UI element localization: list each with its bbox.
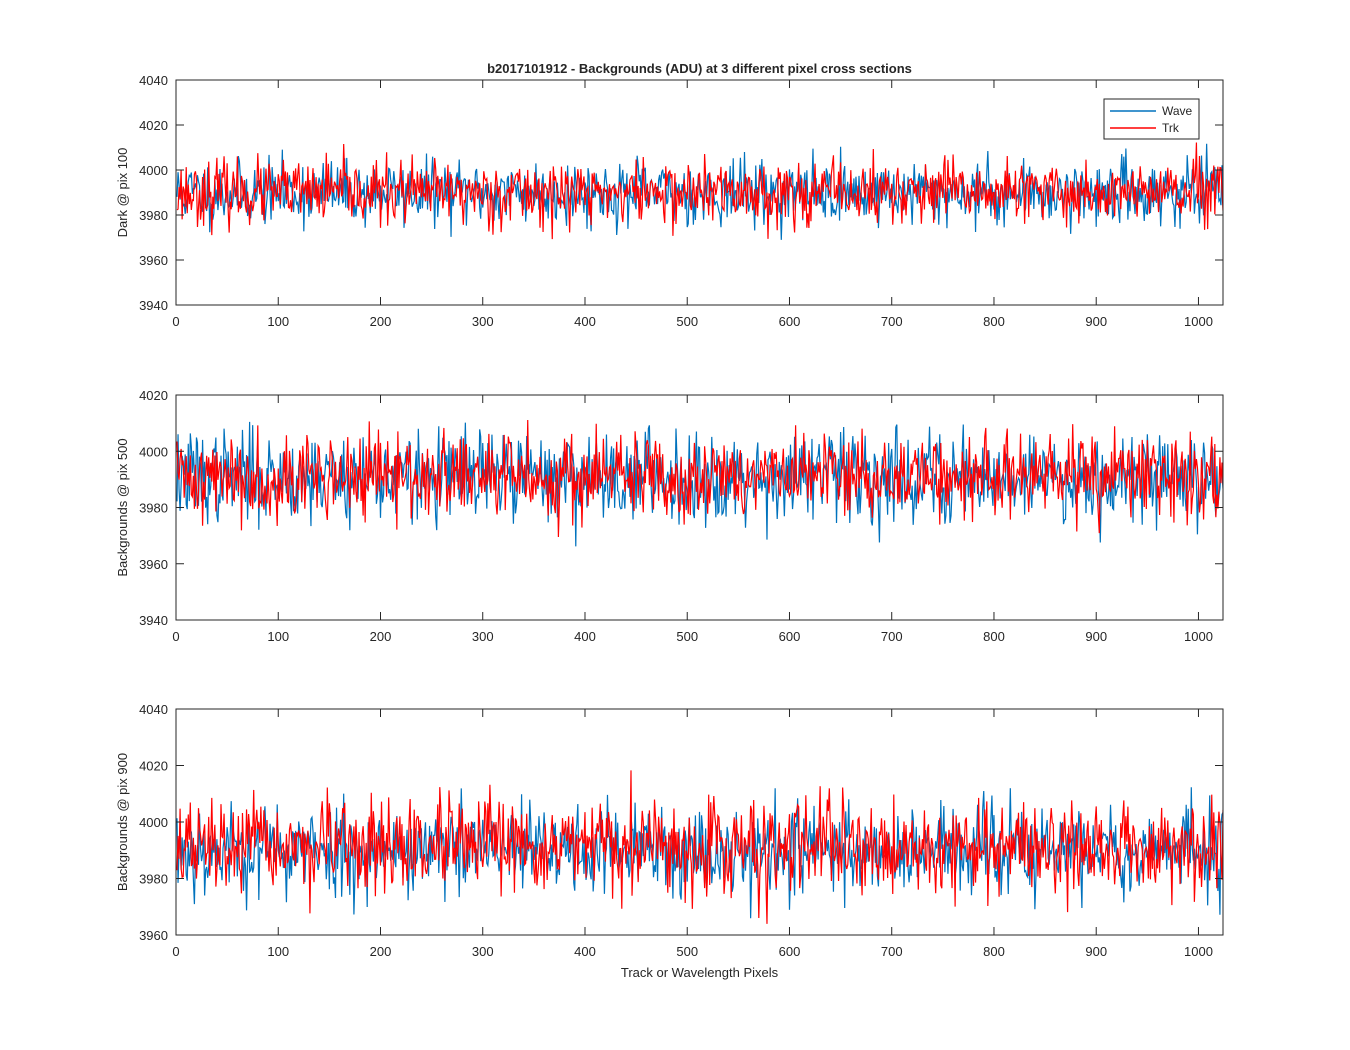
series-line-trk xyxy=(176,419,1223,537)
x-tick-label: 800 xyxy=(983,944,1005,959)
x-axis-label: Track or Wavelength Pixels xyxy=(621,965,779,980)
chart-panel-1: 0 100 200 300 400 500 600 700 800 900 1000 3940 3960… xyxy=(115,61,1224,329)
x-tick-label: 400 xyxy=(574,629,596,644)
y-tick-label: 4020 xyxy=(139,388,168,403)
y-tick-label: 4020 xyxy=(139,118,168,133)
x-tick-label: 100 xyxy=(267,314,289,329)
series-line-trk xyxy=(176,142,1223,240)
chart-panel-3: 0 100 200 300 400 500 600 700 800 900 1000 3960 3980… xyxy=(115,702,1224,980)
x-tick-label: 400 xyxy=(574,314,596,329)
y-tick-label: 3960 xyxy=(139,928,168,943)
x-tick-label: 800 xyxy=(983,629,1005,644)
y-tick-label: 4000 xyxy=(139,444,168,459)
x-tick-label: 0 xyxy=(172,944,179,959)
x-tick-label: 600 xyxy=(779,944,801,959)
x-tick-label: 200 xyxy=(370,314,392,329)
x-tick-label: 900 xyxy=(1085,314,1107,329)
x-tick-label: 0 xyxy=(172,314,179,329)
axes-box xyxy=(175,79,1224,306)
x-tick-label: 500 xyxy=(676,314,698,329)
y-axis-label: Backgrounds @ pix 500 xyxy=(115,438,130,576)
x-tick-label: 300 xyxy=(472,629,494,644)
y-tick-label: 4040 xyxy=(139,73,168,88)
legend: Wave Trk xyxy=(1103,98,1200,140)
y-tick-label: 3960 xyxy=(139,557,168,572)
x-tick-label: 100 xyxy=(267,944,289,959)
y-tick-label: 3960 xyxy=(139,253,168,268)
y-tick-label: 4020 xyxy=(139,759,168,774)
y-tick-label: 3980 xyxy=(139,872,168,887)
legend-label-wave: Wave xyxy=(1162,104,1193,118)
y-tick-label: 3980 xyxy=(139,501,168,516)
legend-box xyxy=(1103,98,1200,140)
y-axis-label: Backgrounds @ pix 900 xyxy=(115,753,130,891)
y-tick-label: 3940 xyxy=(139,298,168,313)
x-tick-label: 500 xyxy=(676,629,698,644)
legend-label-trk: Trk xyxy=(1162,121,1180,135)
x-tick-label: 700 xyxy=(881,629,903,644)
x-tick-label: 300 xyxy=(472,944,494,959)
y-tick-label: 4000 xyxy=(139,163,168,178)
series-line-wave xyxy=(176,421,1223,547)
x-tick-label: 200 xyxy=(370,629,392,644)
y-tick-label: 3980 xyxy=(139,208,168,223)
x-tick-label: 900 xyxy=(1085,944,1107,959)
x-tick-label: 400 xyxy=(574,944,596,959)
x-tick-label: 500 xyxy=(676,944,698,959)
x-tick-label: 1000 xyxy=(1184,629,1213,644)
x-tick-label: 300 xyxy=(472,314,494,329)
y-tick-label: 4000 xyxy=(139,815,168,830)
x-tick-label: 600 xyxy=(779,629,801,644)
x-tick-label: 800 xyxy=(983,314,1005,329)
x-tick-label: 200 xyxy=(370,944,392,959)
chart-title: b2017101912 - Backgrounds (ADU) at 3 dif… xyxy=(487,61,912,76)
series-line-trk xyxy=(176,770,1223,924)
x-tick-label: 0 xyxy=(172,629,179,644)
chart-panel-2: 0 100 200 300 400 500 600 700 800 900 1000 3940 3960… xyxy=(115,388,1224,644)
y-tick-label: 4040 xyxy=(139,702,168,717)
x-tick-label: 100 xyxy=(267,629,289,644)
y-tick-label: 3940 xyxy=(139,613,168,628)
x-tick-label: 900 xyxy=(1085,629,1107,644)
x-tick-label: 1000 xyxy=(1184,944,1213,959)
x-tick-label: 1000 xyxy=(1184,314,1213,329)
x-tick-label: 600 xyxy=(779,314,801,329)
x-tick-label: 700 xyxy=(881,314,903,329)
x-tick-label: 700 xyxy=(881,944,903,959)
y-axis-label: Dark @ pix 100 xyxy=(115,148,130,238)
